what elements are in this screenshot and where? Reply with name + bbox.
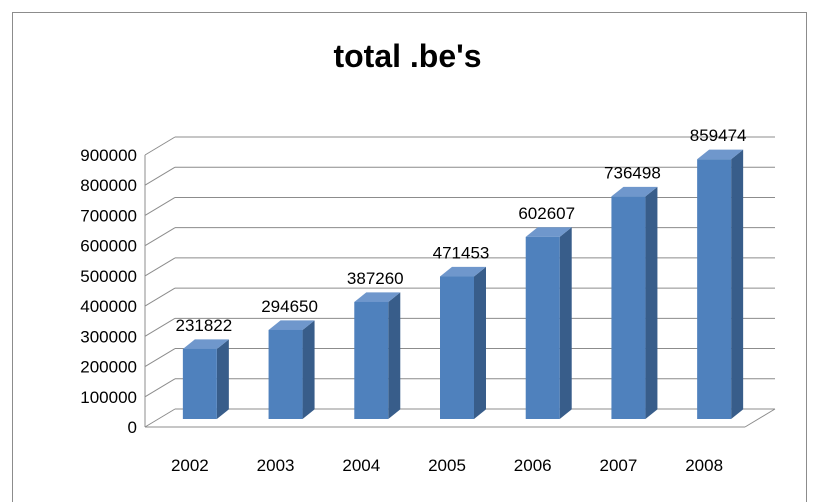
data-label: 471453	[433, 244, 490, 263]
bar-top	[611, 186, 658, 197]
y-tick-label: 300000	[80, 327, 137, 346]
bar-2002	[182, 339, 229, 419]
bar-front	[525, 236, 560, 419]
floor-right-line	[744, 408, 776, 428]
x-tick-label: 2003	[257, 456, 295, 475]
y-tick-label: 400000	[80, 297, 137, 316]
bar-side	[474, 266, 486, 419]
x-tick-label: 2004	[342, 456, 380, 475]
bar-front	[354, 301, 389, 419]
bar-front	[697, 159, 732, 419]
bar-2008	[697, 149, 744, 419]
data-label: 231822	[175, 316, 232, 335]
gridline-left	[144, 408, 176, 428]
gridline-left	[144, 287, 176, 307]
x-tick-label: 2002	[171, 456, 209, 475]
bar-top	[697, 149, 744, 160]
bar-side	[645, 186, 658, 419]
y-tick-label: 0	[128, 418, 137, 437]
x-axis-ticks: 2002 2003 2004 2005 2006 2007 2008	[171, 456, 723, 475]
bar-2006	[525, 227, 572, 419]
y-tick-label: 100000	[80, 388, 137, 407]
bars	[182, 149, 744, 419]
bar-top	[182, 339, 229, 349]
gridline-left	[144, 227, 176, 247]
bar-front	[182, 348, 217, 419]
data-label: 387260	[347, 269, 404, 288]
data-label: 736498	[604, 163, 661, 182]
bar-top	[525, 227, 572, 237]
y-tick-label: 600000	[80, 237, 137, 256]
gridline-left	[144, 257, 176, 277]
data-label: 602607	[518, 204, 575, 223]
bar-top	[268, 320, 315, 330]
bar-2005	[440, 266, 486, 419]
bar-front	[440, 276, 474, 419]
x-tick-label: 2006	[514, 456, 552, 475]
y-tick-label: 800000	[80, 176, 137, 195]
data-label: 859474	[690, 126, 747, 145]
x-tick-label: 2005	[428, 456, 466, 475]
bar-2007	[611, 186, 658, 419]
gridline-left	[144, 166, 176, 186]
bar-top	[440, 266, 486, 277]
bar-side	[731, 149, 744, 419]
y-tick-label: 900000	[80, 146, 137, 165]
gridline-left	[144, 348, 176, 367]
x-tick-label: 2008	[685, 456, 723, 475]
bar-front	[611, 196, 646, 419]
x-tick-label: 2007	[600, 456, 638, 475]
y-tick-label: 200000	[80, 358, 137, 377]
gridline-left	[144, 378, 176, 398]
gridline-left	[144, 197, 176, 216]
y-tick-label: 700000	[80, 206, 137, 225]
data-label: 294650	[261, 297, 318, 316]
bar-front	[268, 329, 303, 419]
y-axis-ticks: 0 100000 200000 300000 400000 500000 600000 700…	[80, 146, 137, 437]
chart-title: total .be's	[333, 38, 482, 74]
bar-side	[216, 339, 229, 419]
bar-2003	[268, 320, 315, 419]
bar-2004	[354, 292, 401, 419]
bar-top	[354, 292, 401, 302]
data-labels: 231822 294650 387260 471453 602607 736498 8594…	[175, 126, 746, 335]
gridline-left	[144, 317, 176, 337]
bar-side	[302, 320, 315, 419]
bar-side	[388, 292, 401, 419]
bar-side	[559, 227, 572, 419]
y-tick-label: 500000	[80, 267, 137, 286]
gridline-left	[144, 136, 176, 156]
